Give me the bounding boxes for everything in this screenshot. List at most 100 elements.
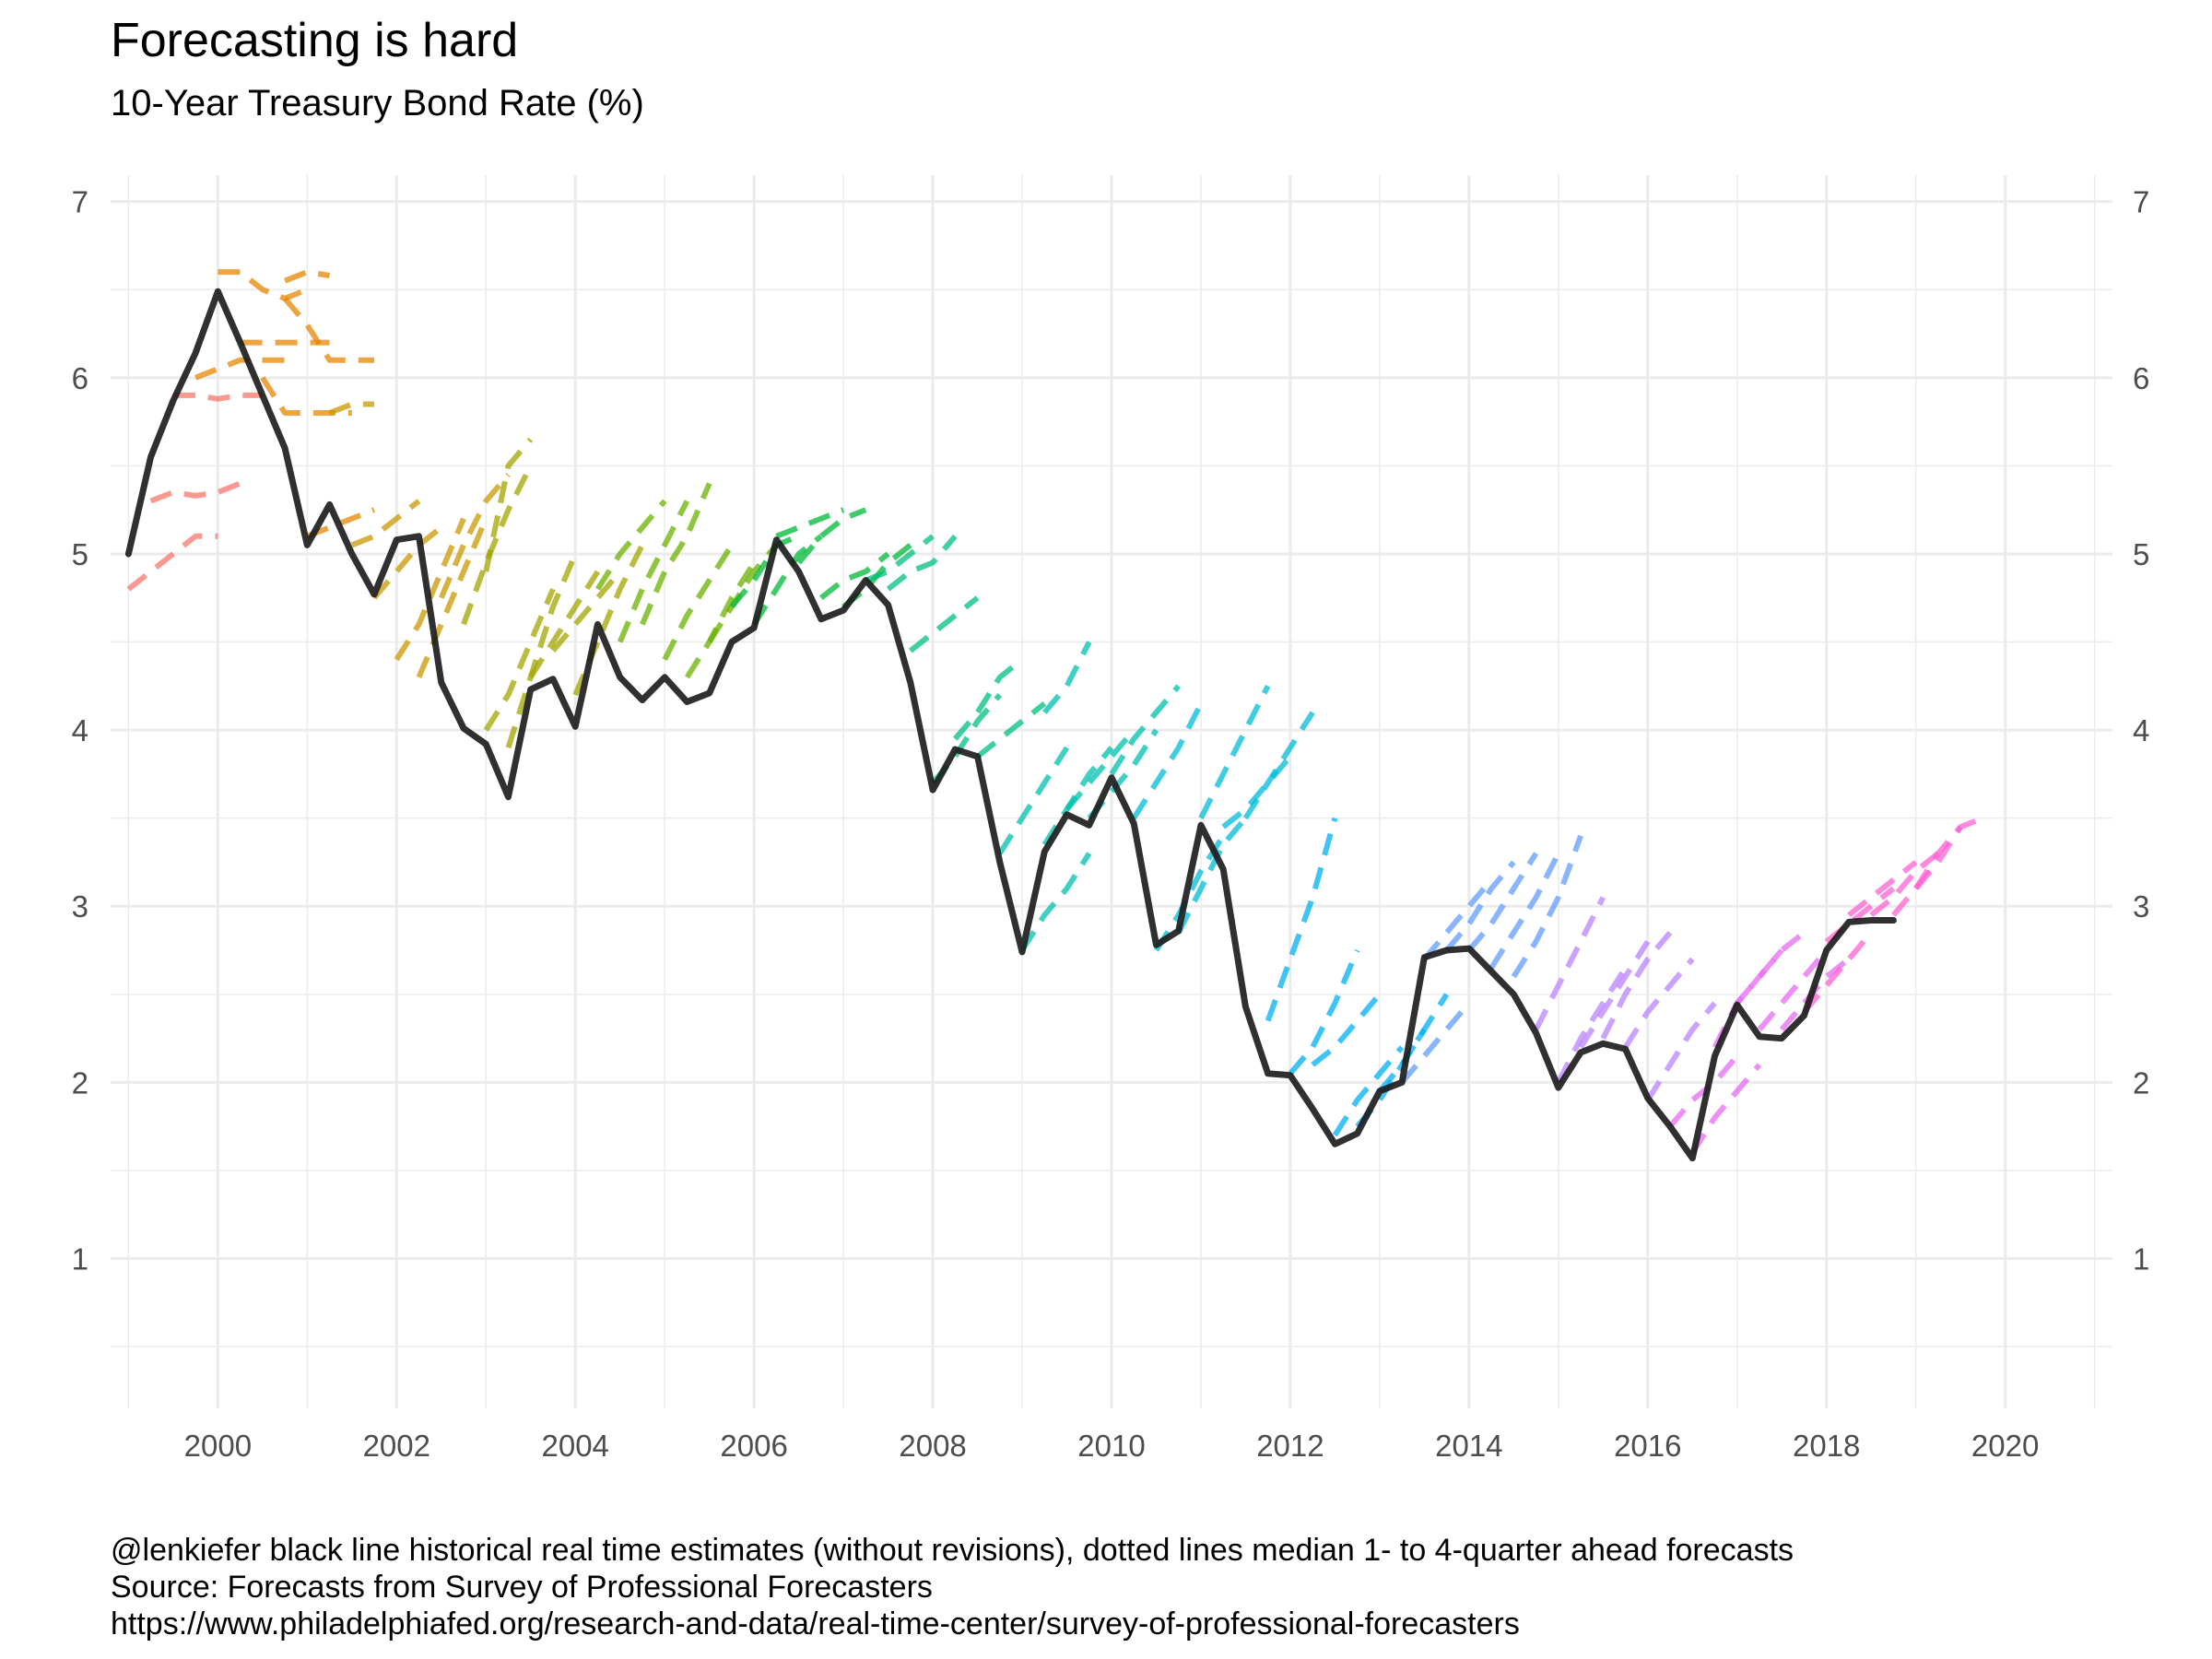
y-tick-label-right: 2 <box>2133 1065 2149 1100</box>
forecast-line <box>572 544 645 697</box>
forecast-line <box>1019 852 1092 952</box>
forecast-line <box>461 465 534 626</box>
forecast-line <box>819 551 890 601</box>
forecast-line <box>751 534 823 627</box>
x-tick-label: 2020 <box>1971 1429 2039 1463</box>
forecast-line <box>1065 728 1136 812</box>
forecast-line <box>1444 860 1516 952</box>
x-tick-label: 2018 <box>1793 1429 1860 1463</box>
y-tick-label-left: 3 <box>72 889 88 924</box>
forecast-line <box>1488 852 1561 970</box>
forecast-line <box>483 437 533 572</box>
forecast-line <box>1221 754 1293 830</box>
forecast-line <box>1869 851 1940 918</box>
forecast-line <box>1198 684 1271 820</box>
forecast-line <box>1311 992 1382 1067</box>
forecast-line <box>1847 860 1918 918</box>
y-tick-label-left: 2 <box>72 1065 88 1100</box>
y-tick-label-left: 1 <box>72 1242 88 1277</box>
y-tick-label-right: 4 <box>2133 713 2149 747</box>
y-axis-left: 1 2 3 4 5 6 7 <box>72 185 88 1277</box>
forecast-line <box>283 269 331 284</box>
caption-line-source: Source: Forecasts from Survey of Profess… <box>111 1570 933 1605</box>
forecast-line <box>416 517 489 678</box>
forecast-line <box>640 482 712 626</box>
y-tick-label-right: 7 <box>2133 185 2149 219</box>
forecast-line <box>149 480 241 504</box>
forecast-line <box>975 701 1047 759</box>
caption-line-attribution: @lenkiefer black line historical real ti… <box>111 1533 1794 1568</box>
x-tick-label: 2016 <box>1614 1429 1681 1463</box>
forecast-line <box>550 570 622 653</box>
forecast-line <box>1735 930 1806 1006</box>
x-tick-label: 2014 <box>1435 1429 1502 1463</box>
chart-title: Forecasting is hard <box>111 14 519 67</box>
forecast-line <box>218 269 309 301</box>
forecast-line <box>483 588 556 732</box>
forecast-line <box>1667 1053 1739 1129</box>
y-axis-right: 1 2 3 4 5 6 7 <box>2133 185 2149 1277</box>
x-tick-label: 2000 <box>184 1429 252 1463</box>
actual-rate-line <box>124 288 1897 1162</box>
forecast-line <box>1288 948 1360 1076</box>
forecast-line <box>1466 852 1539 952</box>
forecast-line <box>194 357 286 381</box>
y-tick-label-left: 4 <box>72 713 88 747</box>
forecast-line <box>1556 966 1629 1084</box>
forecast-line <box>1622 957 1695 1049</box>
grid-major <box>111 175 2112 1408</box>
forecast-line <box>1802 930 1874 1014</box>
forecast-line <box>1332 1045 1405 1137</box>
forecast-line <box>594 499 667 591</box>
x-tick-label: 2010 <box>1077 1429 1145 1463</box>
forecast-line <box>172 392 263 402</box>
forecast-lines <box>126 269 1984 1155</box>
y-tick-label-right: 6 <box>2133 361 2149 395</box>
forecast-line <box>997 746 1070 855</box>
x-tick-label: 2006 <box>720 1429 787 1463</box>
forecast-line <box>1422 877 1494 961</box>
forecast-line <box>707 543 779 644</box>
forecast-line <box>505 552 578 749</box>
forecast-line <box>1757 948 1829 1031</box>
forecast-line <box>775 507 845 539</box>
forecast-line <box>371 524 443 600</box>
forecast-line <box>729 534 800 609</box>
forecast-line <box>1533 896 1606 1031</box>
forecast-line <box>796 507 867 565</box>
forecast-line <box>1645 1001 1717 1102</box>
y-tick-label-left: 6 <box>72 361 88 395</box>
forecast-line <box>1242 711 1315 820</box>
forecast-line <box>1131 702 1204 820</box>
actual-line-group <box>124 288 1897 1162</box>
caption-line-url: https://www.philadelphiafed.org/research… <box>111 1606 1520 1641</box>
x-tick-label: 2002 <box>363 1429 430 1463</box>
y-tick-label-right: 5 <box>2133 537 2149 571</box>
x-tick-label: 2004 <box>542 1429 609 1463</box>
forecast-line <box>865 534 935 583</box>
forecast-line <box>1377 993 1450 1093</box>
forecast-line <box>1578 939 1651 1049</box>
x-axis: 2000 2002 2004 2006 2008 2010 2012 2014 2016 2018… <box>184 1429 2040 1463</box>
forecast-line <box>1265 817 1338 1022</box>
chart-subtitle: 10-Year Treasury Bond Rate (%) <box>111 83 644 124</box>
forecast-line <box>1399 1001 1472 1085</box>
forecast-line <box>1913 815 1984 890</box>
forecast-line <box>328 401 374 416</box>
forecast-line <box>662 543 735 661</box>
x-tick-label: 2008 <box>899 1429 966 1463</box>
forecast-line <box>908 595 980 653</box>
forecast-line <box>1689 1063 1762 1155</box>
forecast-line <box>439 472 511 599</box>
y-tick-label-right: 1 <box>2133 1242 2149 1277</box>
y-tick-label-right: 3 <box>2133 889 2149 924</box>
forecast-line <box>350 499 421 548</box>
x-tick-label: 2012 <box>1256 1429 1324 1463</box>
forecast-line <box>1176 816 1248 935</box>
forecast-line <box>282 296 374 363</box>
forecast-line <box>617 500 690 643</box>
forecast-line <box>528 570 601 679</box>
forecast-line <box>126 533 218 592</box>
forecast-line <box>1042 641 1092 714</box>
